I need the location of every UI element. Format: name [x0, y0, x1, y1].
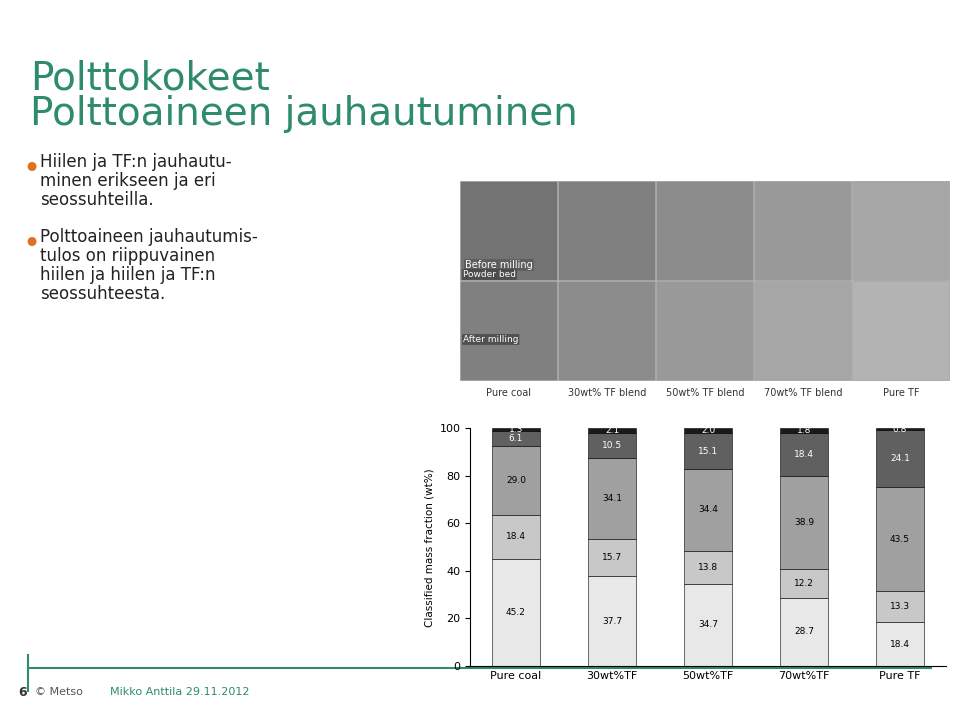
Bar	[460, 181, 557, 280]
Text: 24.1: 24.1	[890, 454, 910, 463]
Bar	[492, 431, 540, 446]
Bar	[684, 469, 732, 551]
Text: 15.7: 15.7	[602, 553, 622, 562]
Text: 13.3: 13.3	[890, 602, 910, 611]
Text: minen erikseen ja eri: minen erikseen ja eri	[40, 172, 216, 190]
Text: Powder bed: Powder bed	[463, 270, 516, 279]
Bar	[852, 181, 949, 280]
Text: 45.2: 45.2	[506, 608, 526, 617]
Text: Polttoaineen jauhautuminen: Polttoaineen jauhautuminen	[30, 95, 578, 133]
Bar	[588, 428, 636, 433]
Bar	[780, 569, 828, 598]
Text: 1.8: 1.8	[797, 426, 811, 435]
Text: 13.8: 13.8	[698, 562, 718, 572]
Text: Hiilen ja TF:n jauhautu-: Hiilen ja TF:n jauhautu-	[40, 153, 231, 171]
Bar	[492, 428, 540, 431]
Text: 10.5: 10.5	[602, 441, 622, 450]
Text: hiilen ja hiilen ja TF:n: hiilen ja hiilen ja TF:n	[40, 266, 215, 284]
Text: Polttoaineen jauhautumis-: Polttoaineen jauhautumis-	[40, 228, 257, 246]
Text: 18.4: 18.4	[506, 532, 526, 541]
Text: 2.0: 2.0	[701, 426, 715, 436]
Bar	[558, 281, 655, 380]
Bar	[588, 577, 636, 666]
Text: Mikko Anttila 29.11.2012: Mikko Anttila 29.11.2012	[110, 687, 250, 697]
Bar	[588, 539, 636, 577]
Text: 28.7: 28.7	[794, 627, 814, 636]
Text: 38.9: 38.9	[794, 518, 814, 527]
Bar	[684, 428, 732, 433]
Text: 2.1: 2.1	[605, 426, 619, 435]
Bar	[876, 590, 924, 622]
Text: 34.4: 34.4	[698, 505, 718, 514]
Bar	[492, 446, 540, 515]
Text: Pure TF: Pure TF	[883, 388, 920, 398]
Bar	[780, 428, 828, 433]
Y-axis label: Classified mass fraction (wt%): Classified mass fraction (wt%)	[424, 468, 434, 626]
Text: seossuhteesta.: seossuhteesta.	[40, 285, 165, 303]
Text: 34.1: 34.1	[602, 494, 622, 503]
Text: © Metso: © Metso	[35, 687, 83, 697]
Text: 34.7: 34.7	[698, 620, 718, 629]
Text: After milling: After milling	[463, 335, 518, 344]
Text: 6: 6	[18, 685, 27, 698]
Bar	[588, 433, 636, 458]
Text: 18.4: 18.4	[890, 639, 910, 649]
Text: 50wt% TF blend: 50wt% TF blend	[665, 388, 744, 398]
Bar	[684, 433, 732, 469]
Bar	[656, 181, 753, 280]
Text: •: •	[22, 155, 40, 184]
Text: seossuhteilla.: seossuhteilla.	[40, 191, 154, 209]
Text: tulos on riippuvainen: tulos on riippuvainen	[40, 247, 215, 265]
Bar	[492, 559, 540, 666]
Bar	[780, 433, 828, 477]
Bar	[876, 487, 924, 590]
Bar	[492, 515, 540, 559]
Text: 1.3: 1.3	[509, 426, 523, 434]
Bar	[684, 583, 732, 666]
Text: Pure coal: Pure coal	[487, 388, 532, 398]
Bar	[780, 598, 828, 666]
Bar	[780, 477, 828, 569]
Bar	[588, 458, 636, 539]
Bar	[876, 430, 924, 487]
Text: Polttokokeet: Polttokokeet	[30, 60, 270, 98]
Text: •: •	[22, 230, 40, 259]
Text: 6.1: 6.1	[509, 434, 523, 444]
Text: 0.8: 0.8	[893, 425, 907, 433]
Text: 18.4: 18.4	[794, 450, 814, 459]
Bar	[754, 181, 851, 280]
Text: 29.0: 29.0	[506, 476, 526, 485]
Bar	[656, 281, 753, 380]
Text: 70wt% TF blend: 70wt% TF blend	[764, 388, 842, 398]
Text: 43.5: 43.5	[890, 534, 910, 544]
Text: 30wt% TF blend: 30wt% TF blend	[567, 388, 646, 398]
Bar	[460, 281, 557, 380]
Text: 15.1: 15.1	[698, 446, 718, 456]
Bar	[852, 281, 949, 380]
Text: 12.2: 12.2	[794, 579, 814, 588]
Bar	[754, 281, 851, 380]
Bar	[558, 181, 655, 280]
Text: Before milling: Before milling	[465, 260, 533, 270]
Text: 37.7: 37.7	[602, 617, 622, 626]
Bar	[876, 428, 924, 430]
Bar	[876, 622, 924, 666]
Bar	[684, 551, 732, 583]
